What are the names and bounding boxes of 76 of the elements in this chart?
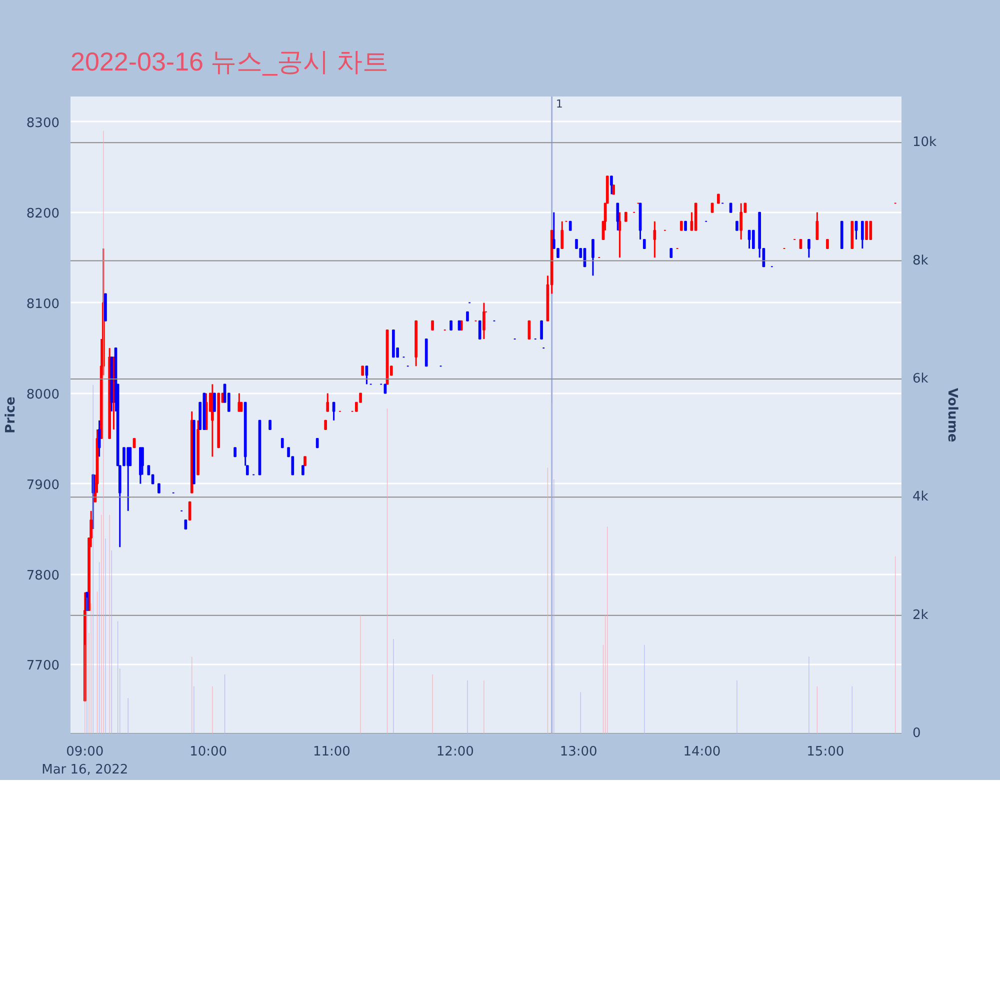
y2-tick-label: 6k [912, 371, 929, 386]
candlestick [302, 465, 304, 476]
candlestick [158, 483, 160, 494]
x-tick-label: 14:00 [683, 744, 721, 760]
candlestick [680, 220, 683, 231]
candlestick [326, 392, 330, 412]
candlestick [670, 248, 673, 258]
y-tick-label: 8300 [26, 116, 60, 131]
y-tick-label: 8200 [26, 206, 60, 222]
candlestick [684, 220, 687, 231]
y-tick-label: 8100 [26, 296, 60, 312]
candlestick [304, 456, 306, 466]
y2-tick-label: 10k [912, 135, 938, 150]
candlestick [717, 194, 720, 204]
candlestick [612, 184, 615, 195]
y-tick-label: 7900 [26, 478, 60, 493]
candlestick [213, 392, 216, 412]
candlestick [458, 320, 461, 330]
candlestick [324, 420, 327, 430]
y-axis-title: Price [3, 396, 18, 434]
candlestick [478, 320, 482, 340]
x-tick-label: 09:00 Mar 16, 2022 [42, 744, 128, 778]
ref-line-label: 1 [556, 98, 563, 110]
candlestick [624, 212, 628, 222]
candlestick [482, 302, 486, 340]
candlestick [568, 220, 572, 231]
candlestick [860, 220, 864, 250]
candlestick [583, 248, 586, 268]
candlestick [642, 238, 646, 250]
candlestick [854, 220, 858, 240]
y-tick-label: 7800 [26, 568, 60, 584]
candlestick [431, 320, 434, 330]
candlestick [234, 447, 236, 458]
candlestick [450, 320, 452, 330]
candlestick [816, 212, 819, 240]
candlestick [710, 202, 714, 213]
candlestick [610, 175, 613, 195]
candlestick [729, 202, 732, 213]
x-tick-label: 15:00 [806, 744, 844, 760]
candlestick [748, 230, 751, 250]
candlestick [560, 220, 564, 250]
x-tick-label: 10:00 [190, 744, 228, 760]
y-tick-label: 7700 [26, 658, 60, 674]
candlestick [826, 238, 829, 250]
candlestick [466, 311, 469, 322]
candlestick [736, 220, 738, 231]
y2-axis-title: Volume [944, 388, 960, 442]
candlestick [865, 220, 868, 240]
candlestick [616, 202, 620, 232]
candlestick [799, 238, 802, 250]
candlestick [316, 438, 319, 448]
candlestick [361, 366, 364, 376]
candlestick [752, 230, 755, 250]
candlestick [141, 446, 144, 476]
x-tick-label: 11:00 [313, 744, 350, 760]
candlestick [808, 238, 810, 258]
candlestick [268, 420, 272, 430]
chart-title: 2022-03-16 뉴스_공시 차트 [70, 46, 388, 76]
candlestick [332, 402, 336, 422]
candlestick [184, 519, 188, 530]
y2-tick-label: 2k [912, 608, 929, 623]
x-tick-label: 12:00 [436, 744, 474, 760]
candlestick [869, 220, 872, 240]
candlestick [280, 438, 284, 448]
y2-tick-label: 4k [912, 490, 929, 505]
candlestick [188, 501, 192, 520]
y-tick-label: 8000 [26, 387, 60, 402]
candlestick [132, 438, 136, 448]
candlestick [740, 202, 742, 240]
y2-tick-label: 0 [912, 726, 921, 741]
candlestick [384, 384, 387, 394]
candlestick [653, 220, 656, 258]
candlestick [528, 320, 531, 340]
y2-tick-label: 8k [912, 253, 929, 268]
x-tick-label: 13:00 [560, 744, 598, 760]
candlestick [592, 238, 594, 276]
